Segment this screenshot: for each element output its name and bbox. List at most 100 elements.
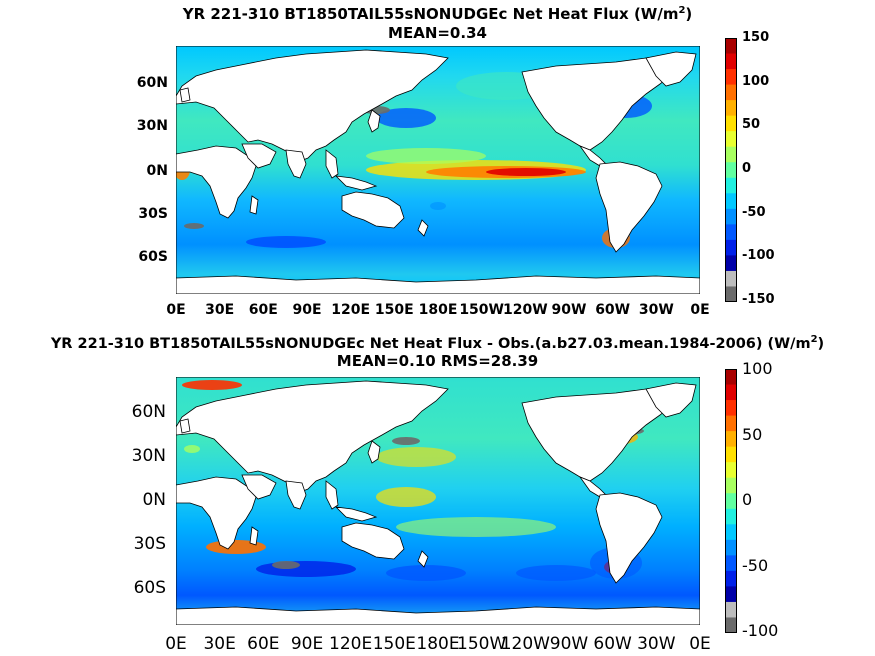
colorbar-label: -150 bbox=[742, 292, 775, 307]
panel1-map bbox=[176, 46, 700, 294]
lon-label: 30E bbox=[203, 634, 236, 654]
colorbar-segment bbox=[725, 115, 737, 132]
lon-label: 30W bbox=[637, 634, 676, 654]
colorbar-frame bbox=[725, 369, 737, 633]
lon-label: 90E bbox=[290, 634, 324, 654]
colorbar-segment bbox=[725, 508, 737, 525]
colorbar-segment bbox=[725, 224, 737, 241]
panel2-subtitle: MEAN=0.10 RMS=28.39 bbox=[336, 352, 539, 370]
colorbar-segment bbox=[725, 384, 737, 401]
lon-label: 60E bbox=[248, 302, 278, 318]
lat-label: 0N bbox=[146, 163, 168, 179]
land-outline bbox=[341, 191, 405, 229]
land-mask bbox=[176, 380, 700, 625]
colorbar-label: 100 bbox=[742, 359, 773, 378]
colorbar-segment bbox=[725, 539, 737, 556]
lat-label: 30N bbox=[136, 118, 168, 134]
colorbar-segment bbox=[725, 146, 737, 163]
land-outline bbox=[285, 149, 307, 179]
land-outline bbox=[325, 480, 339, 510]
land-outline bbox=[367, 440, 381, 464]
anomaly-blob bbox=[392, 437, 420, 445]
anomaly-blob bbox=[184, 223, 204, 229]
colorbar-segment bbox=[725, 239, 737, 256]
colorbar-segment bbox=[725, 208, 737, 225]
land-outline bbox=[179, 418, 191, 434]
land-outline bbox=[249, 195, 259, 215]
colorbar-segment bbox=[725, 601, 737, 618]
colorbar-segment bbox=[725, 586, 737, 603]
colorbar-label: 100 bbox=[742, 73, 770, 89]
land-outline bbox=[176, 275, 700, 294]
anomaly-blob bbox=[376, 487, 436, 507]
colorbar-label: -50 bbox=[742, 204, 766, 220]
colorbar-segment bbox=[725, 53, 737, 70]
colorbar-segment bbox=[725, 555, 737, 572]
anomaly-blob bbox=[184, 445, 200, 453]
lon-label: 150E bbox=[372, 634, 416, 654]
colorbar-label: 50 bbox=[742, 424, 763, 444]
colorbar-segment bbox=[725, 84, 737, 101]
panel1-subtitle: MEAN=0.34 bbox=[388, 24, 487, 42]
colorbar-label: 0 bbox=[742, 490, 753, 509]
land-outline bbox=[521, 53, 687, 151]
lon-label: 0E bbox=[689, 634, 711, 654]
anomaly-blob bbox=[206, 540, 266, 554]
colorbar-segment bbox=[725, 570, 737, 587]
lon-label: 150W bbox=[457, 634, 507, 654]
anomaly-blob bbox=[396, 517, 556, 537]
land-outline bbox=[176, 49, 449, 163]
lat-label: 30S bbox=[138, 206, 168, 222]
land-outline bbox=[417, 219, 429, 237]
colorbar-label: -100 bbox=[742, 621, 779, 640]
colorbar-segment bbox=[725, 255, 737, 272]
land-outline bbox=[417, 550, 429, 568]
anomaly-blob bbox=[272, 561, 300, 569]
lon-label: 150E bbox=[374, 302, 414, 318]
anomaly-blob bbox=[182, 380, 242, 390]
land-outline bbox=[176, 145, 257, 219]
panel2-map bbox=[176, 377, 700, 625]
colorbar-segment bbox=[725, 446, 737, 463]
land-outline bbox=[325, 149, 339, 179]
panel2-colorbar bbox=[725, 369, 737, 633]
land-outline bbox=[595, 161, 663, 253]
colorbar-segment bbox=[725, 100, 737, 117]
land-outline bbox=[645, 382, 697, 418]
land-outline bbox=[241, 474, 277, 500]
land-outline bbox=[645, 51, 697, 87]
colorbar-segment bbox=[725, 38, 737, 55]
anomaly-blob bbox=[376, 447, 456, 467]
land-mask bbox=[176, 49, 700, 294]
land-outline bbox=[249, 526, 259, 546]
lat-label: 30N bbox=[131, 446, 166, 466]
lon-label: 90E bbox=[292, 302, 322, 318]
colorbar-label: 50 bbox=[742, 117, 761, 133]
colorbar-label: 0 bbox=[742, 161, 752, 176]
colorbar-segment bbox=[725, 415, 737, 432]
lon-label: 120E bbox=[331, 302, 371, 318]
lon-label: 120W bbox=[500, 634, 550, 654]
colorbar-segment bbox=[725, 69, 737, 86]
lon-label: 150W bbox=[459, 302, 504, 318]
land-outline bbox=[176, 380, 449, 494]
colorbar-segment bbox=[725, 369, 737, 386]
colorbar-segment bbox=[725, 524, 737, 541]
lon-label: 120E bbox=[329, 634, 373, 654]
lon-label: 90W bbox=[549, 634, 589, 654]
lon-label: 0E bbox=[690, 302, 710, 318]
land-outline bbox=[334, 506, 378, 522]
lon-label: 60W bbox=[595, 302, 631, 318]
anomaly-blob bbox=[246, 236, 326, 248]
anomaly-blob bbox=[256, 561, 356, 577]
lat-label: 60N bbox=[131, 402, 166, 422]
colorbar-segment bbox=[725, 162, 737, 179]
land-outline bbox=[334, 175, 378, 191]
land-outline bbox=[595, 492, 663, 584]
lon-label: 60W bbox=[593, 634, 632, 654]
anomaly-blob bbox=[516, 565, 596, 581]
lat-label: 60S bbox=[138, 249, 168, 265]
colorbar-segment bbox=[725, 270, 737, 287]
panel1-colorbar bbox=[725, 38, 737, 302]
land-outline bbox=[176, 476, 257, 550]
